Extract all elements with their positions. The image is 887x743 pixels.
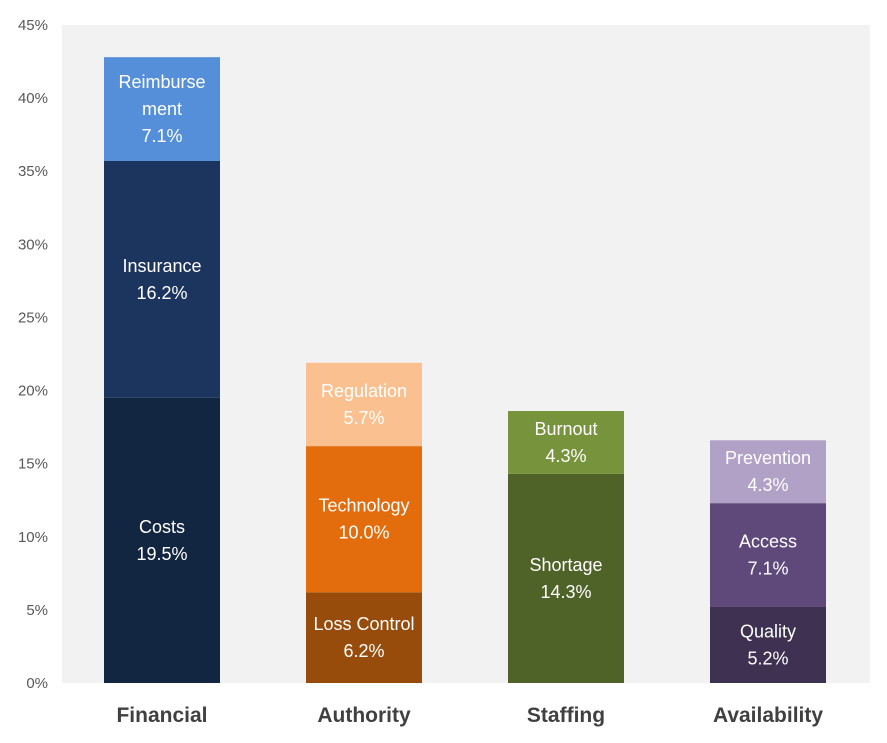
bar-segment-prevention [710, 440, 826, 504]
bar-stack-authority: Loss Control 6.2% Technology 10.0% Regulatio… [306, 362, 422, 683]
bar-stack-availability: Quality 5.2% Access 7.1% Prevention 4.3% [710, 440, 826, 683]
y-tick-label: 10% [18, 529, 48, 546]
category-label: Financial [116, 704, 207, 727]
bar-segment-access [710, 503, 826, 607]
data-label-reimbursement: Reimburse ment 7.1% [118, 72, 205, 146]
bar-stack-financial: Costs 19.5% Insurance 16.2% Reimburse ment 7.1… [104, 57, 220, 683]
data-label-burnout: Burnout 4.3% [534, 419, 597, 466]
data-label-prevention: Prevention 4.3% [725, 448, 811, 495]
segment-name: Access [739, 532, 797, 552]
segment-value: 14.3% [540, 582, 591, 602]
segment-value: 19.5% [136, 544, 187, 564]
bars: Costs 19.5% Insurance 16.2% Reimburse ment 7.1… [104, 57, 826, 683]
bar-segment-technology [306, 446, 422, 593]
data-label-costs: Costs 19.5% [136, 517, 187, 564]
y-tick-label: 20% [18, 383, 48, 400]
data-label-access: Access 7.1% [739, 532, 797, 579]
y-tick-label: 45% [18, 17, 48, 34]
bar-segment-burnout [508, 411, 624, 474]
segment-name: Quality [740, 621, 796, 641]
bar-segment-costs [104, 397, 220, 683]
segment-value: 6.2% [343, 641, 384, 661]
category-label: Availability [713, 704, 823, 727]
segment-name: Insurance [122, 256, 201, 276]
bar-segment-regulation [306, 362, 422, 447]
category-label: Staffing [527, 704, 605, 727]
data-label-loss-control: Loss Control 6.2% [313, 614, 414, 661]
segment-name: Technology [318, 496, 409, 516]
segment-name: Regulation [321, 381, 407, 401]
segment-name: Prevention [725, 448, 811, 468]
data-label-technology: Technology 10.0% [318, 496, 409, 543]
segment-value: 4.3% [747, 475, 788, 495]
segment-value: 16.2% [136, 283, 187, 303]
y-axis: 0% 5% 10% 15% 20% 25% 30% 35% 40% 45% [18, 17, 48, 692]
segment-value: 4.3% [545, 446, 586, 466]
y-tick-label: 15% [18, 456, 48, 473]
bar-segment-loss-control [306, 592, 422, 683]
y-tick-label: 0% [26, 675, 48, 692]
data-label-quality: Quality 5.2% [740, 621, 796, 668]
segment-value: 7.1% [141, 126, 182, 146]
y-tick-label: 30% [18, 236, 48, 253]
bar-segment-shortage [508, 473, 624, 683]
segment-name: Loss Control [313, 614, 414, 634]
segment-value: 5.2% [747, 648, 788, 668]
segment-name: Reimburse [118, 72, 205, 92]
category-label: Authority [317, 704, 411, 727]
y-tick-label: 25% [18, 309, 48, 326]
segment-name: ment [142, 99, 182, 119]
bar-segment-reimbursement [104, 57, 220, 161]
data-label-insurance: Insurance 16.2% [122, 256, 201, 303]
segment-name: Costs [139, 517, 185, 537]
y-tick-label: 40% [18, 90, 48, 107]
segment-name: Burnout [534, 419, 597, 439]
segment-value: 5.7% [343, 408, 384, 428]
x-axis: Financial Authority Staffing Availability [116, 704, 823, 727]
bar-segment-quality [710, 606, 826, 683]
data-label-shortage: Shortage 14.3% [529, 555, 602, 602]
bar-segment-insurance [104, 160, 220, 398]
segment-value: 10.0% [338, 523, 389, 543]
y-tick-label: 35% [18, 163, 48, 180]
bar-stack-staffing: Shortage 14.3% Burnout 4.3% [508, 411, 624, 683]
segment-name: Shortage [529, 555, 602, 575]
data-label-regulation: Regulation 5.7% [321, 381, 407, 428]
segment-value: 7.1% [747, 559, 788, 579]
y-tick-label: 5% [26, 602, 48, 619]
